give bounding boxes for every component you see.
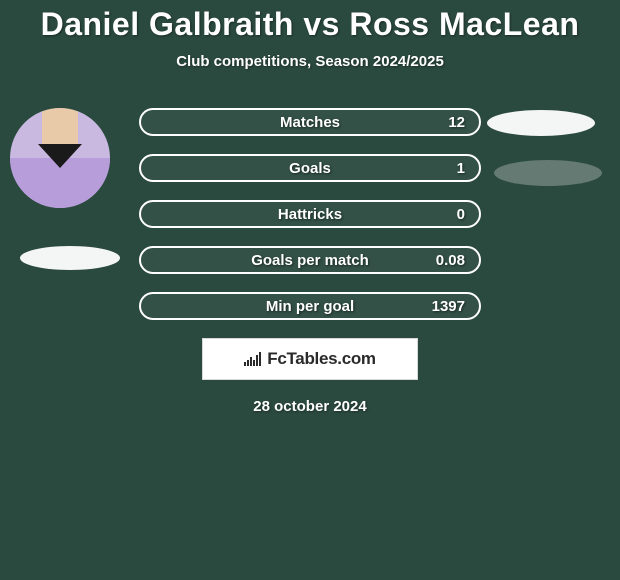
stat-value: 12 [448,110,465,134]
stat-label: Goals [141,156,479,180]
player-left-shadow [20,246,120,270]
stat-label: Matches [141,110,479,134]
stat-value: 1397 [432,294,465,318]
player-right-shadow-top [487,110,595,136]
stat-rows: Matches 12 Goals 1 Hattricks 0 Goals per… [139,108,481,320]
comparison-title: Daniel Galbraith vs Ross MacLean [0,0,620,43]
stat-label: Hattricks [141,202,479,226]
stat-row-min-per-goal: Min per goal 1397 [139,292,481,320]
avatar-neck [42,108,78,148]
content-area: Matches 12 Goals 1 Hattricks 0 Goals per… [0,108,620,415]
stat-row-matches: Matches 12 [139,108,481,136]
stat-row-hattricks: Hattricks 0 [139,200,481,228]
stat-label: Min per goal [141,294,479,318]
player-left-avatar [10,108,110,208]
brand-badge: FcTables.com [202,338,418,380]
player-right-shadow-bottom [494,160,602,186]
stat-label: Goals per match [141,248,479,272]
stat-row-goals: Goals 1 [139,154,481,182]
comparison-date: 28 october 2024 [0,398,620,415]
stat-value: 0.08 [436,248,465,272]
bar-chart-icon [244,352,261,366]
avatar-collar [38,144,82,168]
stat-value: 1 [457,156,465,180]
stat-row-goals-per-match: Goals per match 0.08 [139,246,481,274]
stat-value: 0 [457,202,465,226]
brand-text: FcTables.com [267,349,376,369]
comparison-subtitle: Club competitions, Season 2024/2025 [0,53,620,70]
